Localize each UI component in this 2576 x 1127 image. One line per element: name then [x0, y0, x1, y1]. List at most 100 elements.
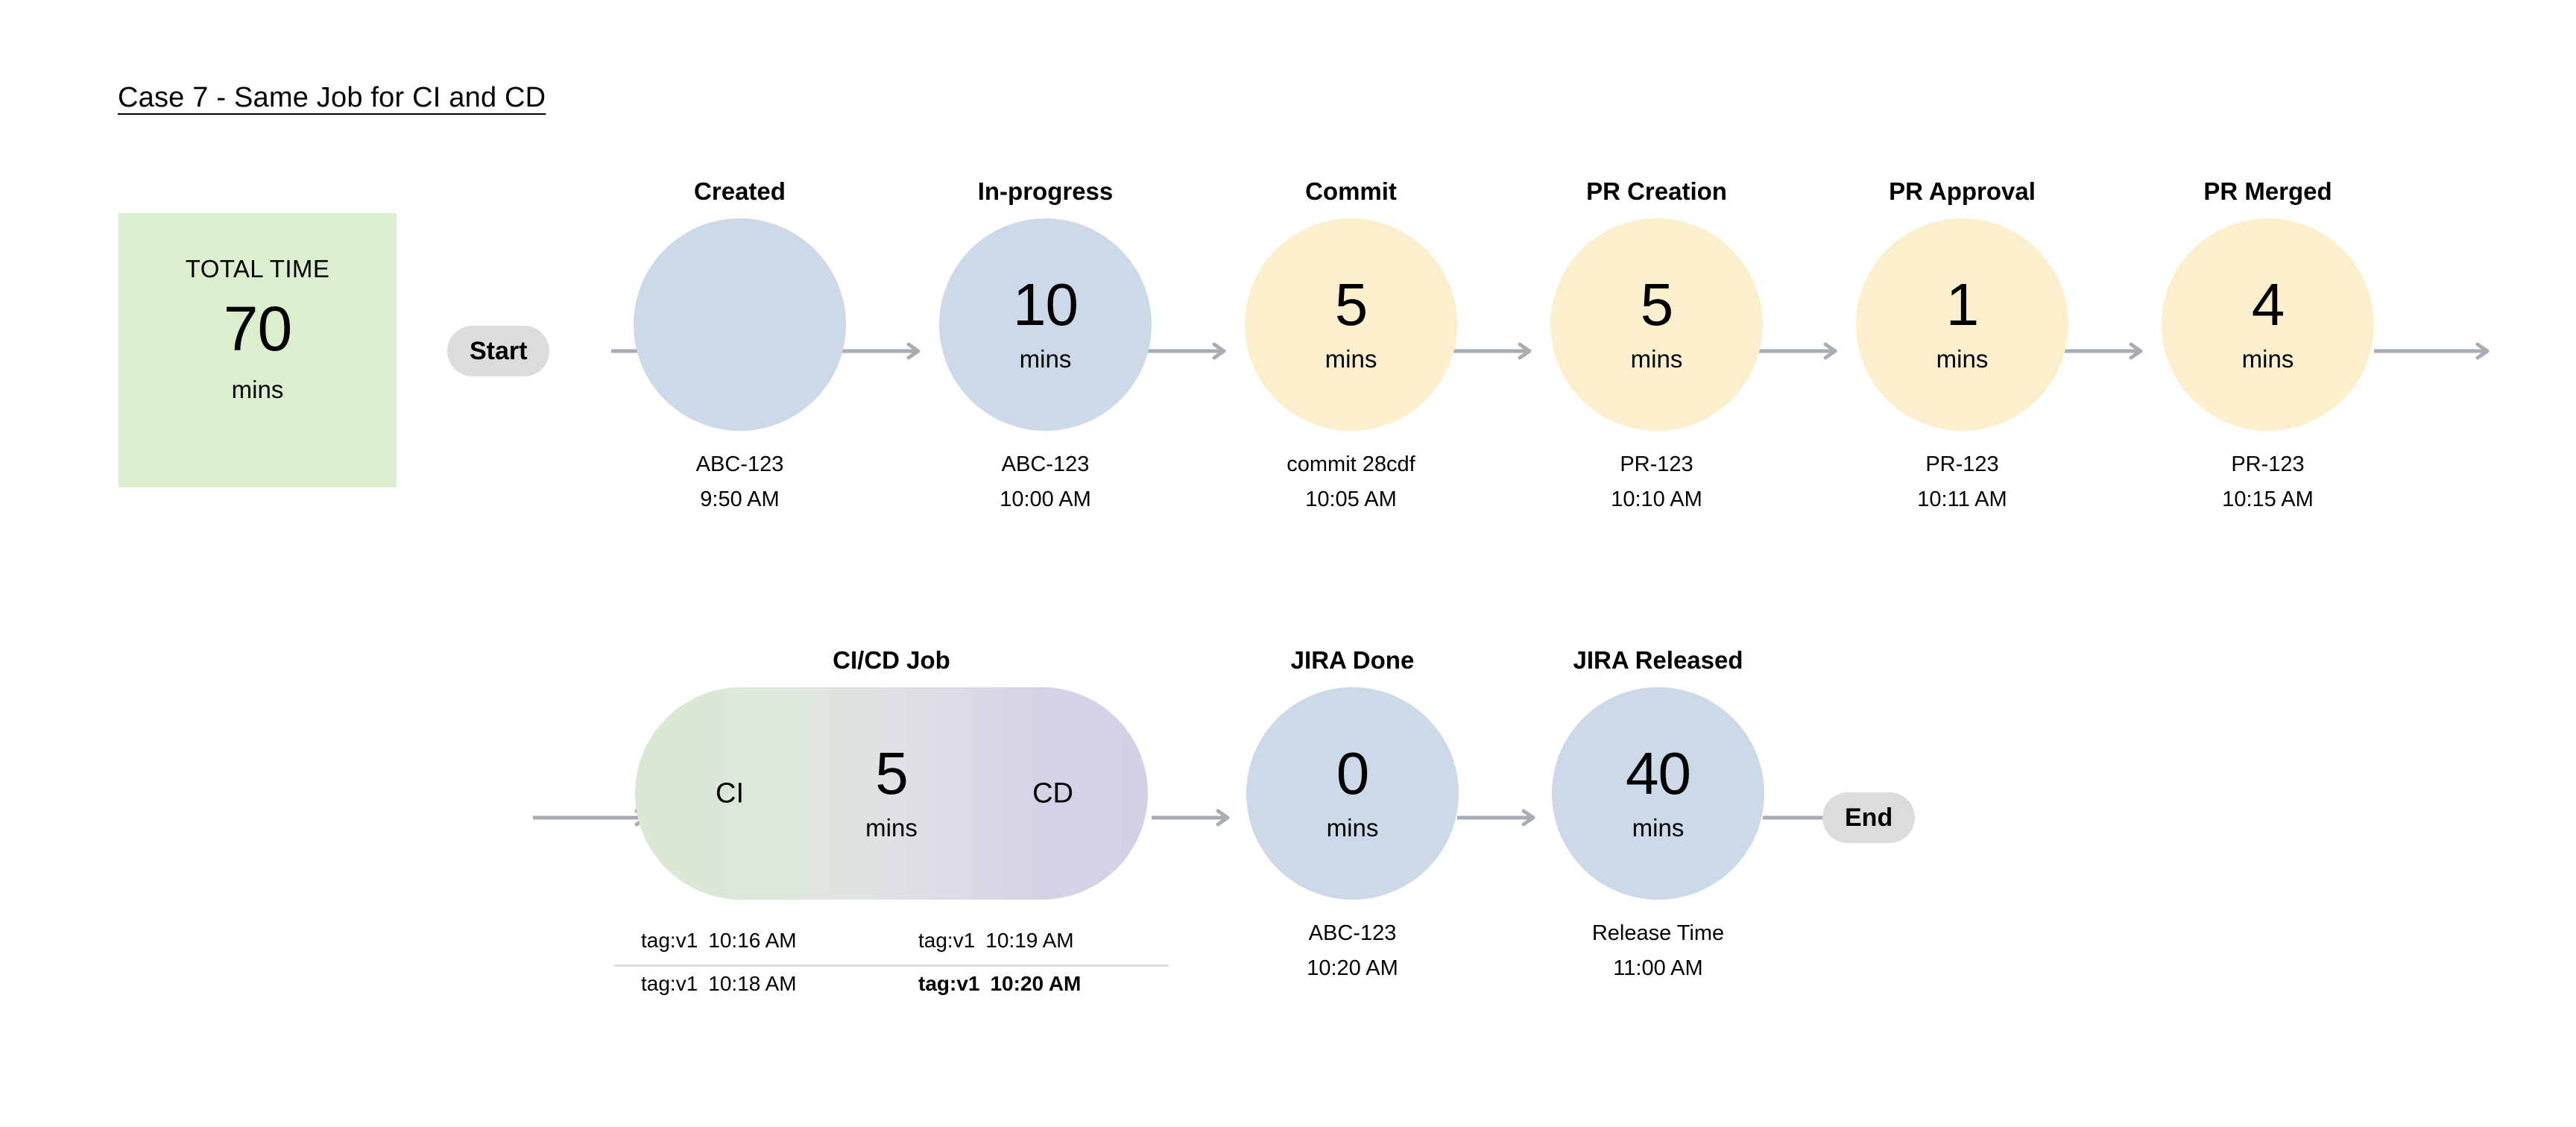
node-caption: PR-123 10:11 AM [1917, 447, 2007, 517]
node-circle[interactable]: 40 mins [1552, 687, 1764, 900]
node-unit: mins [1630, 344, 1683, 373]
node-label: Created [694, 177, 786, 205]
node-label: JIRA Done [1290, 646, 1415, 674]
node-caption: PR-123 10:15 AM [2222, 447, 2314, 517]
node-circle[interactable]: 5 mins [1245, 218, 1457, 431]
end-pill[interactable]: End [1822, 792, 1916, 843]
tag-entry: tag:v1 10:19 AM [891, 924, 1169, 967]
cicd-stage-ci: CI [716, 777, 744, 809]
arrow-inprogress-to-commit [1148, 342, 1230, 360]
arrow-prcreation-to-prapproval [1759, 342, 1841, 360]
tag-key: tag:v1 [641, 972, 698, 996]
node-caption-time: 10:10 AM [1611, 487, 1702, 511]
tag-time: 10:19 AM [985, 929, 1074, 952]
node-circle[interactable]: 4 mins [2162, 218, 2374, 431]
node-circle[interactable]: 10 mins [939, 218, 1152, 431]
tag-time: 10:20 AM [990, 972, 1082, 996]
node-caption-id: ABC-123 [695, 452, 784, 476]
node-unit: mins [1326, 813, 1379, 842]
node-caption-time: 10:20 AM [1307, 956, 1398, 980]
node-jira-done[interactable]: JIRA Done 0 mins ABC-123 10:20 AM [1246, 648, 1459, 986]
start-pill[interactable]: Start [447, 326, 550, 376]
arrow-jiradone-to-jirareleased [1457, 809, 1539, 827]
tag-time: 10:18 AM [708, 972, 797, 996]
node-label: PR Creation [1586, 177, 1727, 205]
node-jira-released[interactable]: JIRA Released 40 mins Release Time 11:00… [1552, 648, 1764, 986]
node-label: JIRA Released [1573, 646, 1743, 674]
node-pr-approval[interactable]: PR Approval 1 mins PR-123 10:11 AM [1856, 179, 2068, 517]
node-value: 5 [875, 739, 908, 806]
node-pr-creation[interactable]: PR Creation 5 mins PR-123 10:10 AM [1550, 179, 1763, 517]
tag-key: tag:v1 [641, 929, 698, 952]
node-caption: ABC-123 9:50 AM [696, 447, 784, 517]
total-time-label: TOTAL TIME [185, 255, 330, 282]
tag-key: tag:v1 [918, 972, 980, 996]
node-value: 10 [1013, 271, 1079, 338]
node-caption-id: ABC-123 [1308, 921, 1397, 945]
start-pill-label: Start [470, 336, 528, 365]
node-caption-time: 10:00 AM [1000, 487, 1091, 511]
node-value: 40 [1626, 739, 1691, 806]
arrow-prapproval-to-prmerged [2065, 342, 2147, 360]
node-caption-time: 11:00 AM [1613, 956, 1703, 980]
node-caption: Release Time 11:00 AM [1592, 916, 1724, 986]
node-circle[interactable]: 0 mins [1246, 687, 1459, 900]
node-unit: mins [865, 813, 918, 842]
node-label: PR Approval [1889, 177, 2036, 205]
node-caption-id: Release Time [1591, 921, 1725, 945]
node-label: PR Merged [2203, 177, 2332, 205]
node-created[interactable]: Created ABC-123 9:50 AM [634, 179, 846, 517]
node-caption-time: 10:11 AM [1917, 487, 2007, 511]
node-in-progress[interactable]: In-progress 10 mins ABC-123 10:00 AM [939, 179, 1152, 517]
tag-entry: tag:v1 10:16 AM [614, 924, 891, 967]
node-circle[interactable]: 1 mins [1856, 218, 2068, 431]
node-circle[interactable]: 5 mins [1550, 218, 1763, 431]
arrow-created-to-inprogress [842, 342, 924, 360]
tag-entry: tag:v1 10:18 AM [614, 967, 891, 1003]
node-value: 1 [1945, 271, 1979, 338]
total-time-value: 70 [223, 294, 292, 364]
arrow-commit-to-prcreation [1453, 342, 1535, 360]
node-caption-time: 9:50 AM [700, 487, 780, 511]
node-value: 0 [1336, 739, 1369, 806]
cicd-tag-grid: tag:v1 10:16 AM tag:v1 10:19 AM tag:v1 10:1… [614, 924, 1169, 1003]
node-unit: mins [1325, 344, 1377, 373]
node-value: 4 [2251, 271, 2285, 338]
node-caption: ABC-123 10:20 AM [1307, 916, 1398, 986]
node-label: In-progress [977, 177, 1114, 205]
node-caption: PR-123 10:10 AM [1611, 447, 1702, 517]
node-caption-id: ABC-123 [1001, 452, 1090, 476]
node-caption-time: 10:05 AM [1305, 487, 1397, 511]
node-unit: mins [1936, 344, 1989, 373]
node-caption-time: 10:15 AM [2222, 487, 2314, 511]
node-caption-id: PR-123 [1925, 452, 1999, 476]
total-time-card: TOTAL TIME 70 mins [119, 213, 397, 487]
arrow-cicd-to-jiradone [1152, 809, 1234, 827]
tag-entry: tag:v1 10:20 AM [891, 967, 1169, 1003]
cicd-stage-cd: CD [1032, 777, 1073, 809]
total-time-unit: mins [231, 376, 284, 404]
node-unit: mins [2241, 344, 2294, 373]
node-caption-id: PR-123 [1620, 452, 1693, 476]
node-caption-id: PR-123 [2231, 452, 2305, 476]
tag-time: 10:16 AM [708, 929, 797, 952]
node-caption-id: commit 28cdf [1287, 452, 1415, 476]
node-label: Commit [1305, 177, 1397, 205]
cicd-duration: 5 mins [865, 739, 918, 842]
node-value: 5 [1334, 271, 1368, 338]
tag-key: tag:v1 [918, 929, 976, 952]
arrow-row1-continue [2374, 342, 2493, 360]
page-title: Case 7 - Same Job for CI and CD [118, 82, 546, 113]
cicd-gradient-shape[interactable]: CI 5 mins CD [635, 687, 1148, 900]
node-caption: ABC-123 10:00 AM [1000, 447, 1091, 517]
node-circle[interactable] [634, 218, 846, 431]
end-pill-label: End [1845, 803, 1893, 832]
node-label: CI/CD Job [833, 646, 950, 674]
node-cicd-job[interactable]: CI/CD Job CI 5 mins CD tag:v1 10:16 AM ta… [614, 646, 1169, 1003]
node-unit: mins [1632, 813, 1685, 842]
arrow-row2-entry [533, 809, 652, 827]
node-caption: commit 28cdf 10:05 AM [1287, 447, 1415, 517]
node-pr-merged[interactable]: PR Merged 4 mins PR-123 10:15 AM [2162, 179, 2374, 517]
node-commit[interactable]: Commit 5 mins commit 28cdf 10:05 AM [1245, 179, 1457, 517]
